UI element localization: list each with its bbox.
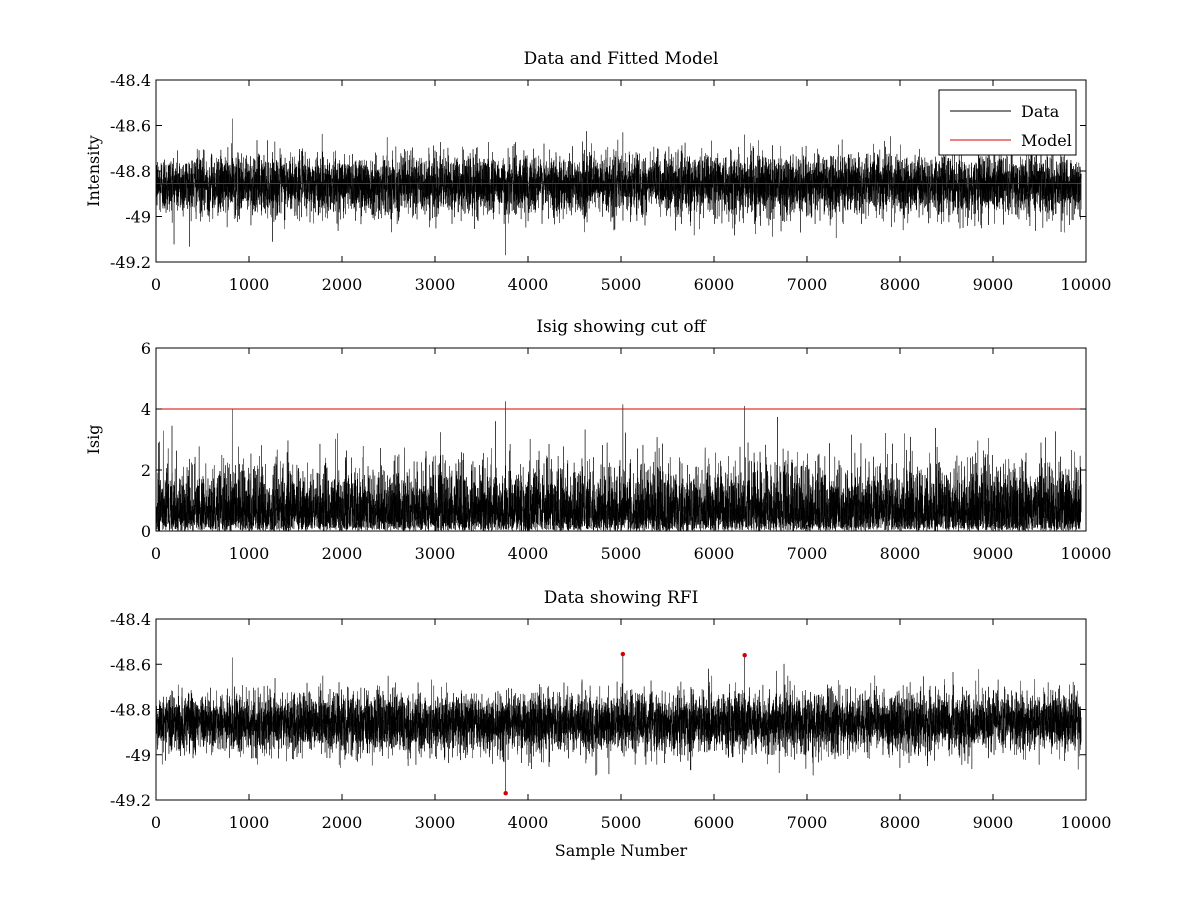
- y-tick-label: -49: [125, 746, 151, 765]
- x-tick-label: 4000: [508, 544, 549, 563]
- rfi-marker-1: [503, 791, 508, 796]
- y-tick-label: -48.6: [110, 117, 151, 136]
- x-tick-label: 1000: [229, 544, 270, 563]
- rfi-marker-3: [742, 653, 747, 658]
- legend: Data Model: [938, 89, 1077, 156]
- chart-title: Data and Fitted Model: [524, 49, 719, 69]
- legend-label-data: Data: [1021, 102, 1060, 121]
- x-tick-label: 7000: [787, 813, 828, 832]
- x-tick-label: 8000: [880, 544, 921, 563]
- x-tick-label: 1000: [229, 275, 270, 294]
- x-tick-label: 5000: [601, 544, 642, 563]
- x-tick-label: 2000: [322, 813, 363, 832]
- x-tick-label: 4000: [508, 813, 549, 832]
- x-tick-label: 9000: [973, 544, 1014, 563]
- rfi-marker-2: [620, 651, 626, 657]
- x-tick-label: 6000: [694, 275, 735, 294]
- y-tick-label: 2: [141, 461, 151, 480]
- x-tick-label: 0: [151, 813, 161, 832]
- y-tick-label: -48.4: [110, 610, 151, 629]
- x-tick-label: 5000: [601, 275, 642, 294]
- y-tick-label: 0: [141, 522, 151, 541]
- x-tick-label: 9000: [973, 813, 1014, 832]
- y-tick-label: -48.4: [110, 71, 151, 90]
- chart-panel-2: 0 1000 2000 3000 4000 5000 6000 7000 8000 9000 100…: [84, 317, 1111, 563]
- x-tick-label: 5000: [601, 813, 642, 832]
- y-tick-label: 6: [141, 339, 151, 358]
- y-tick-label: -48.8: [110, 701, 151, 720]
- x-tick-label: 9000: [973, 275, 1014, 294]
- plot-area: [156, 118, 1082, 256]
- x-tick-label: 3000: [415, 544, 456, 563]
- y-tick-label: -49: [125, 208, 151, 227]
- y-axis-label: Intensity: [84, 135, 103, 207]
- x-tick-label: 3000: [415, 813, 456, 832]
- x-tick-label: 0: [151, 544, 161, 563]
- series-line-data: [156, 118, 1082, 256]
- series-line-data: [156, 654, 1082, 794]
- chart-title: Isig showing cut off: [536, 317, 707, 337]
- chart-title: Data showing RFI: [544, 588, 699, 608]
- x-tick-label: 6000: [694, 544, 735, 563]
- x-tick-label: 7000: [787, 544, 828, 563]
- legend-box: [938, 89, 1077, 156]
- series-line-isig: [156, 401, 1082, 531]
- chart-panel-1: 0 1000 2000 3000 4000 5000 6000 7000 8000 9000 100…: [84, 49, 1111, 294]
- chart-panel-3: 0 1000 2000 3000 4000 5000 6000 7000 8000 9000 100…: [110, 588, 1111, 860]
- x-tick-label: 2000: [322, 275, 363, 294]
- plot-area: [156, 401, 1086, 531]
- x-tick-label: 10000: [1061, 813, 1112, 832]
- y-tick-label: -48.6: [110, 655, 151, 674]
- legend-label-model: Model: [1021, 131, 1072, 150]
- x-tick-label: 4000: [508, 275, 549, 294]
- x-tick-label: 2000: [322, 544, 363, 563]
- x-tick-label: 10000: [1061, 275, 1112, 294]
- x-tick-label: 3000: [415, 275, 456, 294]
- x-tick-label: 8000: [880, 813, 921, 832]
- y-tick-label: -49.2: [110, 791, 151, 810]
- x-tick-label: 0: [151, 275, 161, 294]
- x-tick-label: 6000: [694, 813, 735, 832]
- y-tick-label: -49.2: [110, 253, 151, 272]
- y-axis-label: Isig: [84, 425, 103, 455]
- y-tick-label: 4: [141, 400, 151, 419]
- x-tick-label: 7000: [787, 275, 828, 294]
- x-tick-label: 8000: [880, 275, 921, 294]
- y-tick-label: -48.8: [110, 162, 151, 181]
- plot-area: [156, 654, 1082, 794]
- x-tick-label: 1000: [229, 813, 270, 832]
- x-axis-label: Sample Number: [555, 841, 688, 860]
- x-tick-label: 10000: [1061, 544, 1112, 563]
